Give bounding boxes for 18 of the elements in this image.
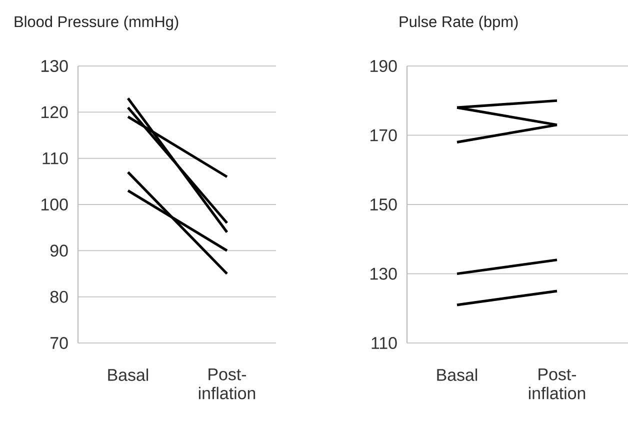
x-tick-label: Post-inflation [528,368,586,400]
y-tick-label: 110 [372,337,397,349]
x-tick-label: Basal [437,368,478,381]
y-tick-label: 90 [50,244,68,257]
y-tick-label: 190 [370,60,397,72]
y-tick-label: 150 [370,198,397,211]
y-tick-label: 170 [370,129,397,142]
y-tick-label: 100 [42,198,68,210]
y-tick-label: 120 [42,106,68,118]
y-tick-label: 110 [42,152,68,164]
y-tick-label: 130 [370,268,397,280]
x-tick-label: Basal [108,368,148,381]
y-tick-label: 70 [50,337,68,349]
chart-title: Pulse Rate (bpm) [400,16,518,30]
chart-title: Blood Pressure (mmHg) [14,16,178,30]
x-tick-label: Post-inflation [198,368,256,400]
y-tick-label: 80 [50,290,68,303]
y-tick-label: 130 [42,60,68,72]
